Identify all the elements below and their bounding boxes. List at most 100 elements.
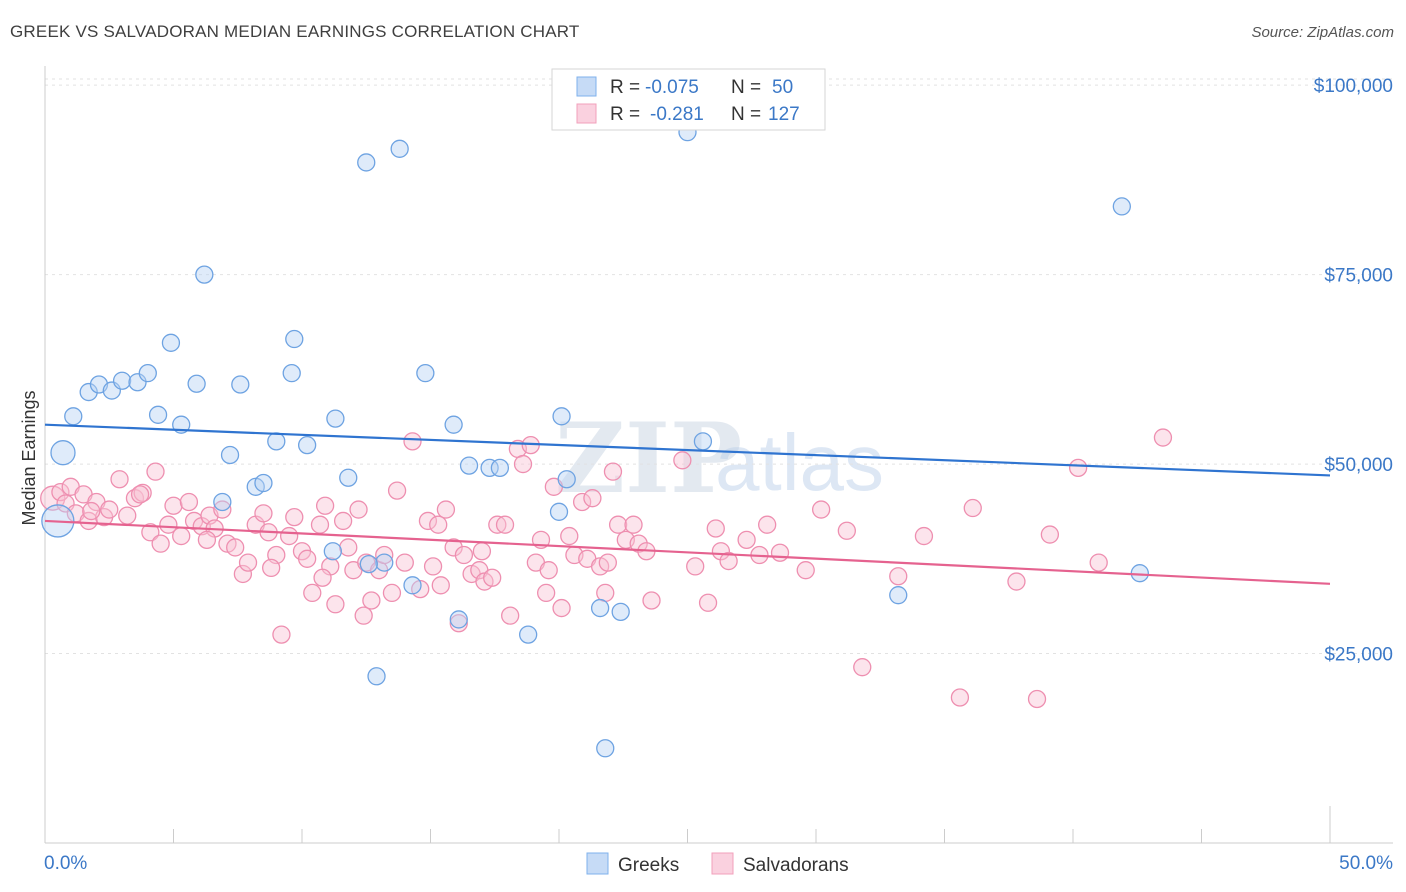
salvadoran-point <box>213 500 232 519</box>
salvadoran-point <box>297 549 317 568</box>
salvadoran-point <box>285 507 304 527</box>
y-tick-labels: $25,000 $50,000 $75,000 $100,000 <box>1314 76 1393 665</box>
salvadoran-point <box>313 568 332 587</box>
salvadoran-point <box>110 470 129 489</box>
x-tick-label-min: 0.0% <box>44 853 87 874</box>
salvadoran-point <box>673 451 692 470</box>
greek-point <box>195 265 214 284</box>
greek-point <box>416 363 435 383</box>
salvadoran-point <box>118 506 137 525</box>
x-tick-label-max: 50.0% <box>1339 853 1393 874</box>
salvadoran-point <box>572 492 592 512</box>
y-tick-label: $25,000 <box>1324 645 1393 666</box>
salvadoran-point <box>483 568 502 587</box>
greek-point <box>128 373 147 392</box>
salvadoran-point <box>395 553 414 572</box>
salvadoran-point <box>629 534 648 553</box>
greek-point <box>375 553 394 572</box>
salvadoran-point <box>796 561 815 580</box>
greeks-legend-swatch <box>586 852 609 875</box>
salvadoran-point <box>238 553 258 572</box>
salvadoran-point <box>310 515 330 534</box>
salvadoran-point <box>82 501 101 521</box>
watermark-atlas: atlas <box>715 418 884 507</box>
y-tick-label: $75,000 <box>1324 266 1393 287</box>
salvadoran-point <box>596 583 615 603</box>
salvadoran-n-value: 127 <box>768 104 800 125</box>
greek-point <box>285 329 304 349</box>
salvadoran-point <box>387 481 407 500</box>
salvadoran-point <box>382 583 402 603</box>
greek-point <box>549 502 569 521</box>
salvadoran-point <box>552 598 571 618</box>
salvadorans-legend-label: Salvadorans <box>743 855 849 876</box>
greek-point <box>50 440 76 466</box>
series-legend: Greeks Salvadorans <box>586 852 849 876</box>
salvadoran-point <box>758 515 777 534</box>
greek-point <box>449 610 468 629</box>
salvadoran-point <box>472 542 492 561</box>
salvadoran-point <box>151 534 170 553</box>
salvadoran-point <box>197 530 217 550</box>
salvadoran-point <box>262 558 281 578</box>
salvadoran-point <box>164 496 183 515</box>
salvadoran-point <box>603 462 623 481</box>
greek-point <box>590 598 610 618</box>
greek-r-label: R = <box>610 77 640 98</box>
salvadoran-point <box>100 500 119 519</box>
salvadoran-point <box>179 492 199 512</box>
greek-point <box>490 458 510 478</box>
salvadoran-point <box>583 489 602 508</box>
salvadoran-point <box>914 526 934 546</box>
salvadoran-point <box>172 526 191 546</box>
salvadoran-point <box>303 583 322 603</box>
salvadoran-point <box>698 593 718 612</box>
greek-point <box>282 363 301 383</box>
salvadoran-point <box>326 595 345 614</box>
y-tick-label: $50,000 <box>1324 455 1393 476</box>
greek-point <box>297 435 317 455</box>
greek-point <box>254 473 273 493</box>
salvadoran-point <box>608 515 628 534</box>
salvadoran-point <box>339 538 358 557</box>
salvadoran-point <box>598 553 617 572</box>
salvadoran-point <box>706 519 725 538</box>
greek-point <box>1112 197 1131 216</box>
salvadoran-point <box>770 543 790 562</box>
salvadoran-point <box>1040 525 1060 544</box>
greek-n-label: N = <box>731 77 761 98</box>
salvadoran-point <box>454 545 474 565</box>
greek-legend-swatch <box>576 76 597 97</box>
salvadoran-point <box>362 591 381 610</box>
salvadoran-r-label: R = <box>610 104 640 125</box>
greek-point <box>557 470 576 489</box>
stats-legend-box <box>551 68 826 131</box>
y-tick-label: $100,000 <box>1314 76 1393 97</box>
salvadoran-trend-line <box>44 519 1331 585</box>
salvadoran-point <box>811 500 831 519</box>
stats-legend: R = -0.075 N = 50 R = -0.281 N = 127 <box>551 68 826 131</box>
salvadoran-point <box>711 542 731 561</box>
greek-point <box>187 374 206 393</box>
greek-point <box>148 405 168 424</box>
salvadoran-point <box>537 583 556 603</box>
salvadoran-point <box>560 526 579 546</box>
greek-n-value: 50 <box>772 77 793 98</box>
salvadoran-point <box>889 567 908 586</box>
salvadoran-point <box>354 606 373 625</box>
salvadoran-point <box>279 526 299 546</box>
salvadoran-point <box>719 551 738 571</box>
salvadoran-point <box>642 591 661 610</box>
greek-point <box>889 586 908 605</box>
trend-lines <box>44 423 1331 585</box>
y-axis-label: Median Earnings <box>19 390 39 525</box>
greek-point <box>359 554 378 574</box>
salvadoran-point <box>1089 553 1108 572</box>
salvadoran-point <box>539 561 558 580</box>
greek-points <box>41 122 1149 758</box>
salvadoran-point <box>130 485 150 504</box>
greeks-legend-label: Greeks <box>618 855 679 876</box>
greek-point <box>213 492 232 512</box>
salvadoran-point <box>418 511 438 531</box>
